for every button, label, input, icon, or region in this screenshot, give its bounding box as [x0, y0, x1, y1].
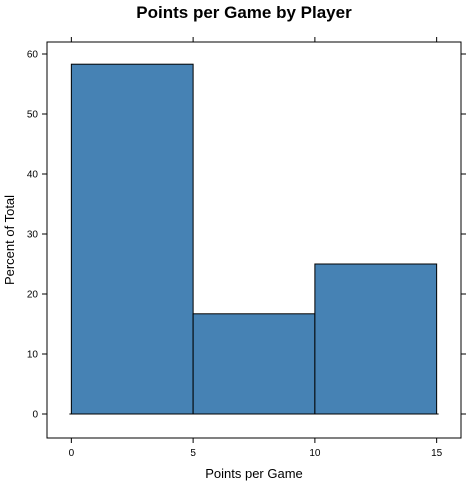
x-axis-label: Points per Game [205, 466, 303, 481]
y-tick-label: 50 [27, 110, 39, 121]
x-tick-label: 15 [431, 448, 443, 459]
y-tick-label: 0 [32, 410, 38, 421]
y-axis-label: Percent of Total [2, 195, 17, 285]
y-tick-label: 30 [27, 230, 39, 241]
bars-layer [69, 63, 439, 415]
y-tick-label: 40 [27, 170, 39, 181]
y-tick-label: 10 [27, 350, 39, 361]
histogram-bar [314, 263, 438, 415]
histogram-bar [70, 63, 194, 415]
plot-frame [46, 41, 462, 439]
chart-title: Points per Game by Player [136, 3, 352, 22]
y-tick-label: 60 [27, 50, 39, 61]
histogram-bar [192, 313, 316, 415]
x-tick-label: 5 [190, 448, 196, 459]
ticks-layer: 0 5 10 15 0 10 20 30 40 50 60 [27, 37, 466, 459]
x-tick-label: 10 [309, 448, 321, 459]
y-tick-label: 20 [27, 290, 39, 301]
x-tick-label: 0 [69, 448, 75, 459]
